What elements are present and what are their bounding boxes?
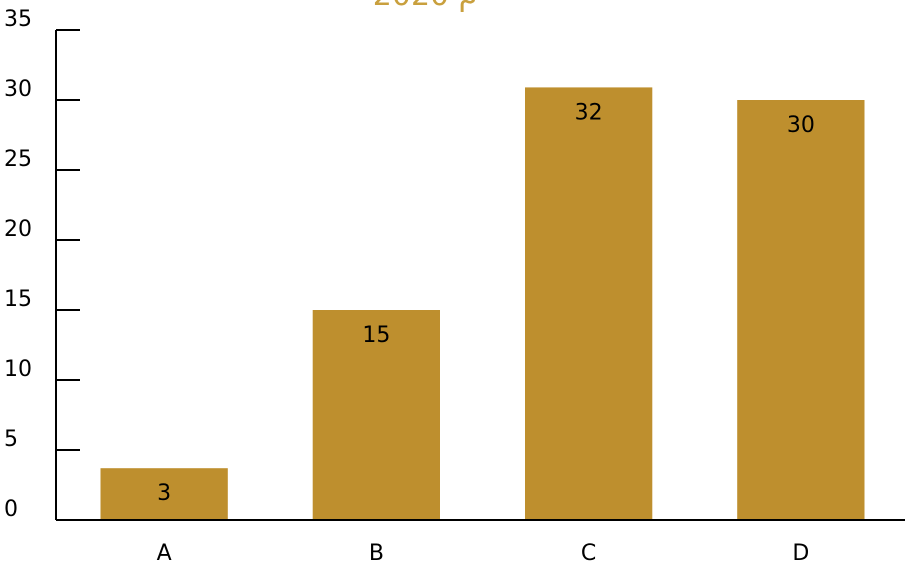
bar-b — [312, 310, 440, 520]
axes — [55, 29, 905, 521]
y-tick-label-0: 0 — [4, 497, 18, 522]
data-label-b: 15 — [362, 323, 390, 348]
y-tick-label-10: 10 — [4, 357, 32, 382]
data-label-a: 3 — [157, 481, 171, 506]
bar-a — [100, 468, 228, 520]
y-tick-label-25: 25 — [4, 147, 32, 172]
category-label-b: B — [369, 541, 384, 566]
bars — [100, 87, 865, 521]
bar-c — [525, 87, 653, 521]
y-tick-label-20: 20 — [4, 217, 32, 242]
y-tick-label-30: 30 — [4, 77, 32, 102]
category-label-d: D — [792, 541, 809, 566]
y-tick-label-5: 5 — [4, 427, 18, 452]
category-label-c: C — [581, 541, 596, 566]
bar-d — [737, 100, 865, 520]
category-label-a: A — [157, 541, 172, 566]
data-label-d: 30 — [787, 113, 815, 138]
data-label-c: 32 — [575, 100, 603, 125]
labels: 3 A 15 B 32 C 30 D 0 5 10 15 20 25 30 35 — [4, 7, 815, 566]
chart-title: 2020 م — [373, 0, 477, 13]
y-tick-label-35: 35 — [4, 7, 32, 32]
y-tick-label-15: 15 — [4, 287, 32, 312]
